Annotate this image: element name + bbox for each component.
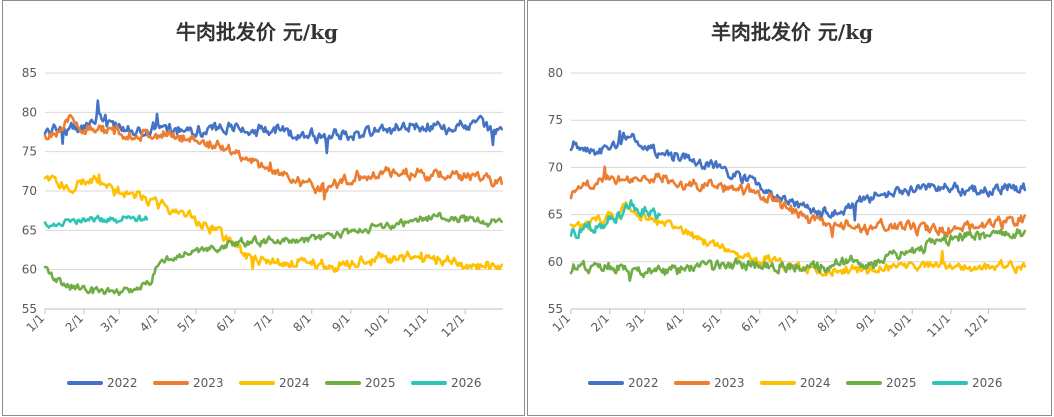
- x-tick-label: 7/1: [251, 311, 275, 335]
- series-line-2025: [569, 228, 1027, 283]
- series-line-2022: [569, 129, 1027, 222]
- series-line-2023: [569, 165, 1027, 239]
- x-tick-label: 5/1: [700, 311, 724, 335]
- x-tick-label: 11/1: [401, 311, 430, 340]
- legend-item-2026: 2026: [411, 376, 482, 390]
- legend-label: 2026: [451, 376, 482, 390]
- legend-item-2022: 2022: [588, 376, 659, 390]
- y-tick-label: 75: [22, 145, 37, 159]
- legend-label: 2022: [628, 376, 659, 390]
- beef-price-chart: 牛肉批发价 元/kg 55 60 65 70 75 80 85 1/1 2/1 3/1 4/1 5/1 6…: [2, 0, 525, 416]
- legend-label: 2026: [972, 376, 1003, 390]
- y-tick-label: 80: [548, 66, 563, 80]
- x-tick-label: 2/1: [588, 311, 612, 335]
- x-tick-label: 6/1: [738, 311, 762, 335]
- legend-item-2023: 2023: [674, 376, 745, 390]
- series-line-2026: [569, 199, 662, 240]
- legend-item-2024: 2024: [760, 376, 831, 390]
- legend-label: 2023: [714, 376, 745, 390]
- series-line-2026: [43, 214, 149, 229]
- series-line-2025: [43, 211, 504, 297]
- y-tick-label: 70: [22, 184, 37, 198]
- y-tick-label: 85: [22, 66, 37, 80]
- chart-title: 牛肉批发价 元/kg: [176, 20, 338, 44]
- y-tick-label: 55: [22, 302, 37, 316]
- x-tick-label: 10/1: [362, 311, 391, 340]
- legend-item-2026: 2026: [932, 376, 1003, 390]
- legend-item-2024: 2024: [239, 376, 310, 390]
- legend-label: 2025: [365, 376, 396, 390]
- y-tick-label: 80: [22, 105, 37, 119]
- x-tick-label: 3/1: [623, 311, 647, 335]
- y-tick-label: 65: [548, 208, 563, 222]
- x-tick-label: 3/1: [98, 311, 122, 335]
- series-line-2022: [43, 99, 504, 155]
- x-tick-label: 8/1: [815, 311, 839, 335]
- x-tick-label: 4/1: [137, 311, 161, 335]
- legend-item-2023: 2023: [153, 376, 224, 390]
- legend-label: 2024: [800, 376, 831, 390]
- y-tick-label: 55: [548, 302, 563, 316]
- legend-item-2022: 2022: [67, 376, 138, 390]
- y-tick-label: 60: [548, 255, 563, 269]
- chart-title: 羊肉批发价 元/kg: [711, 20, 873, 44]
- x-tick-label: 8/1: [290, 311, 314, 335]
- x-tick-label: 9/1: [329, 311, 353, 335]
- x-tick-label: 9/1: [853, 311, 877, 335]
- x-tick-label: 5/1: [175, 311, 199, 335]
- series-line-2023: [43, 113, 504, 201]
- y-tick-label: 60: [22, 263, 37, 277]
- x-tick-label: 7/1: [776, 311, 800, 335]
- series-line-2024: [569, 201, 1027, 278]
- legend-label: 2024: [279, 376, 310, 390]
- legend-label: 2022: [107, 376, 138, 390]
- y-tick-label: 65: [22, 223, 37, 237]
- legend-item-2025: 2025: [325, 376, 396, 390]
- legend-label: 2025: [886, 376, 917, 390]
- legend-item-2025: 2025: [846, 376, 917, 390]
- mutton-price-chart: 羊肉批发价 元/kg 55 60 65 70 75 80 1/1 2/1 3/1 4/1 5/1 6/1…: [527, 0, 1052, 416]
- legend-label: 2023: [193, 376, 224, 390]
- x-tick-label: 10/1: [885, 311, 914, 340]
- x-tick-label: 2/1: [63, 311, 87, 335]
- y-tick-label: 70: [548, 160, 563, 174]
- x-tick-label: 4/1: [662, 311, 686, 335]
- x-tick-label: 11/1: [924, 311, 953, 340]
- series-line-2024: [43, 173, 504, 274]
- x-tick-label: 6/1: [214, 311, 238, 335]
- x-tick-label: 12/1: [438, 311, 467, 340]
- x-tick-label: 12/1: [962, 311, 991, 340]
- y-tick-label: 75: [548, 113, 563, 127]
